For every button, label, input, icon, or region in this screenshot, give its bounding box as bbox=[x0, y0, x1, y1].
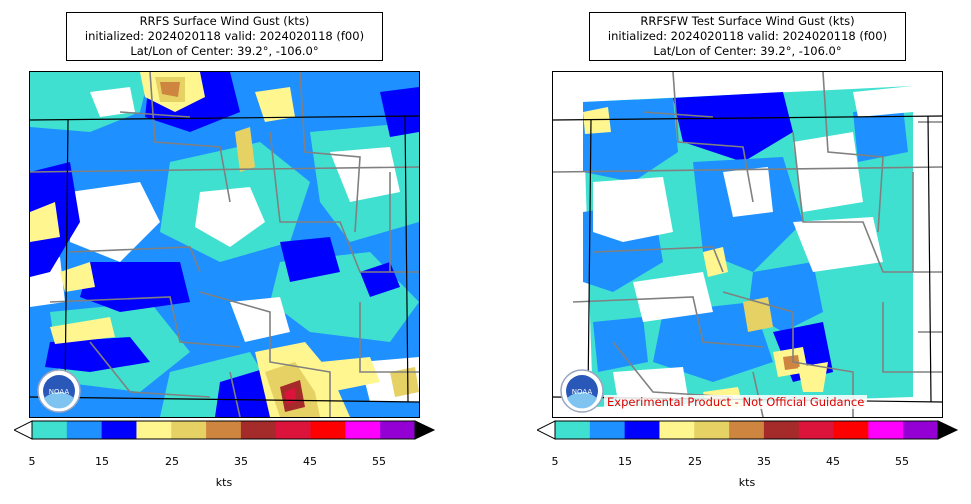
title-line-1: RRFSFW Test Surface Wind Gust (kts) bbox=[640, 14, 855, 28]
colorbar-segment-3 bbox=[136, 421, 172, 439]
tick-55: 55 bbox=[372, 455, 386, 468]
county-borders bbox=[553, 72, 942, 417]
tick-25: 25 bbox=[165, 455, 179, 468]
map-rrfsfw: NOAA Experimental Product - Not Official… bbox=[552, 71, 943, 418]
tick-25: 25 bbox=[688, 455, 702, 468]
colorbar-segment-10 bbox=[380, 421, 416, 439]
tick-15: 15 bbox=[95, 455, 109, 468]
colorbar-segment-6 bbox=[763, 421, 800, 439]
colorbar-rrfs bbox=[12, 420, 436, 444]
colorbar-segment-5 bbox=[206, 421, 242, 439]
panel-title-rrfsfw: RRFSFW Test Surface Wind Gust (kts) init… bbox=[589, 12, 906, 61]
colorbar-unit-label: kts bbox=[738, 476, 756, 489]
colorbar-rrfsfw bbox=[535, 420, 959, 444]
colorbar-segment-0 bbox=[32, 421, 68, 439]
colorbar-segment-6 bbox=[240, 421, 277, 439]
colorbar-segment-2 bbox=[624, 421, 660, 439]
colorbar-segments bbox=[555, 421, 939, 439]
panel-rrfs: RRFS Surface Wind Gust (kts) initialized… bbox=[0, 0, 485, 504]
state-borders bbox=[30, 115, 419, 403]
colorbar-scale-rrfsfw bbox=[535, 420, 959, 440]
panel-title-rrfs: RRFS Surface Wind Gust (kts) initialized… bbox=[66, 12, 383, 61]
tick-15: 15 bbox=[618, 455, 632, 468]
colorbar-scale-rrfs bbox=[12, 420, 436, 440]
colorbar-segment-5 bbox=[729, 421, 765, 439]
colorbar-segment-7 bbox=[275, 421, 312, 439]
colorbar-over-arrow bbox=[414, 420, 436, 440]
tick-45: 45 bbox=[826, 455, 840, 468]
colorbar-unit-label: kts bbox=[215, 476, 233, 489]
tick-5: 5 bbox=[28, 455, 36, 468]
colorbar-segment-8 bbox=[310, 421, 346, 439]
wind-gust-field-rrfs bbox=[30, 72, 419, 417]
title-line-3: Lat/Lon of Center: 39.2°, -106.0° bbox=[130, 44, 319, 58]
colorbar-segment-8 bbox=[833, 421, 869, 439]
tick-35: 35 bbox=[234, 455, 248, 468]
colorbar-segment-4 bbox=[694, 421, 730, 439]
noaa-logo-text: NOAA bbox=[572, 388, 593, 396]
experimental-disclaimer: Experimental Product - Not Official Guid… bbox=[604, 395, 868, 409]
wind-gust-field-rrfsfw bbox=[553, 72, 942, 417]
title-line-2: initialized: 2024020118 valid: 202402011… bbox=[607, 29, 888, 43]
colorbar-segment-2 bbox=[101, 421, 137, 439]
colorbar-segment-4 bbox=[171, 421, 207, 439]
colorbar-segment-1 bbox=[589, 421, 626, 439]
title-line-3: Lat/Lon of Center: 39.2°, -106.0° bbox=[653, 44, 842, 58]
title-line-2: initialized: 2024020118 valid: 202402011… bbox=[84, 29, 365, 43]
noaa-logo-icon: NOAA bbox=[37, 369, 81, 413]
colorbar-segment-9 bbox=[868, 421, 904, 439]
colorbar-segment-3 bbox=[659, 421, 695, 439]
colorbar-segment-10 bbox=[903, 421, 939, 439]
colorbar-under-arrow bbox=[12, 420, 33, 440]
title-line-1: RRFS Surface Wind Gust (kts) bbox=[139, 14, 310, 28]
colorbar-segment-7 bbox=[798, 421, 835, 439]
colorbar-segment-0 bbox=[555, 421, 591, 439]
colorbar-over-arrow bbox=[937, 420, 959, 440]
noaa-logo-text: NOAA bbox=[49, 388, 70, 396]
map-rrfs: NOAA bbox=[29, 71, 420, 418]
colorbar-segment-1 bbox=[66, 421, 103, 439]
tick-45: 45 bbox=[303, 455, 317, 468]
colorbar-segments bbox=[32, 421, 416, 439]
panel-rrfsfw: RRFSFW Test Surface Wind Gust (kts) init… bbox=[523, 0, 971, 504]
county-borders bbox=[30, 72, 419, 417]
tick-55: 55 bbox=[895, 455, 909, 468]
colorbar-segment-9 bbox=[345, 421, 381, 439]
tick-35: 35 bbox=[757, 455, 771, 468]
colorbar-under-arrow bbox=[535, 420, 556, 440]
noaa-logo-icon: NOAA bbox=[560, 369, 604, 413]
tick-5: 5 bbox=[551, 455, 559, 468]
